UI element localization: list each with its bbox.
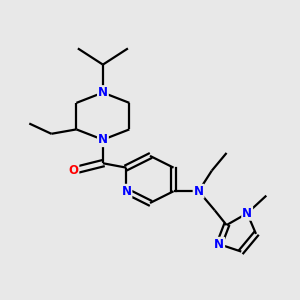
Text: N: N — [194, 185, 204, 198]
Text: N: N — [122, 185, 131, 198]
Text: N: N — [98, 86, 108, 99]
Text: N: N — [214, 238, 224, 251]
Text: N: N — [98, 133, 108, 146]
Text: N: N — [242, 207, 252, 220]
Text: O: O — [68, 164, 78, 177]
